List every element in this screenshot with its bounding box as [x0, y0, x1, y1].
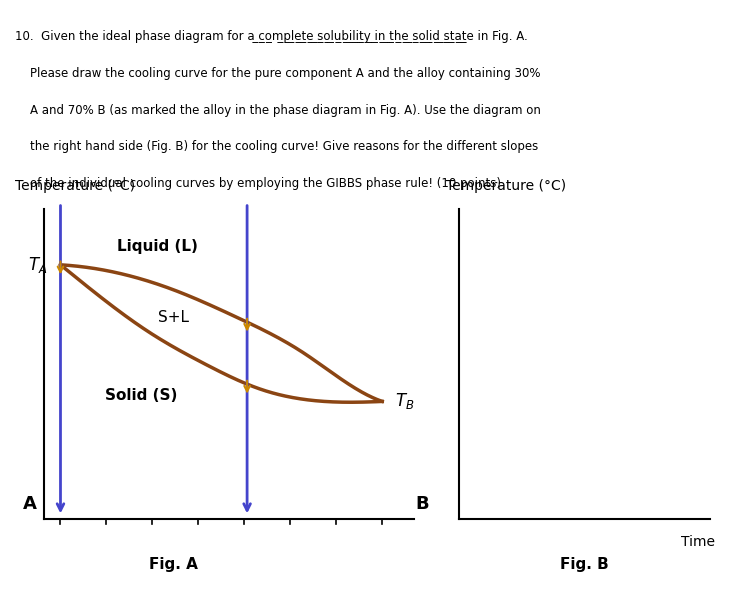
Text: $T_A$: $T_A$	[28, 255, 47, 275]
Text: Please draw the cooling curve for the pure component A and the alloy containing : Please draw the cooling curve for the pu…	[15, 67, 540, 80]
Text: of the individual cooling curves by employing the GIBBS phase rule! (10 points): of the individual cooling curves by empl…	[15, 177, 501, 190]
Text: Time: Time	[682, 535, 716, 549]
Text: Fig. A: Fig. A	[149, 556, 198, 572]
Text: the right hand side (Fig. B) for the cooling curve! Give reasons for the differe: the right hand side (Fig. B) for the coo…	[15, 140, 538, 153]
Text: B: B	[415, 495, 428, 513]
Text: $T_B$: $T_B$	[395, 392, 414, 411]
Text: Liquid (L): Liquid (L)	[117, 239, 198, 254]
Text: S+L: S+L	[158, 310, 189, 325]
Text: Solid (S): Solid (S)	[105, 387, 177, 403]
Text: 10.  Given the ideal phase diagram for a ̲c̲o̲m̲p̲l̲e̲t̲e̲ ̲s̲o̲l̲u̲b̲i̲l̲i̲t̲y̲: 10. Given the ideal phase diagram for a …	[15, 30, 528, 43]
Text: Fig. B: Fig. B	[560, 556, 609, 572]
Text: A and 70% B (as marked the alloy in the phase diagram in Fig. A). Use the diagra: A and 70% B (as marked the alloy in the …	[15, 104, 541, 116]
Text: Temperature (°C): Temperature (°C)	[446, 180, 566, 193]
Text: Temperature (°C): Temperature (°C)	[15, 180, 135, 193]
Text: A: A	[23, 495, 36, 513]
